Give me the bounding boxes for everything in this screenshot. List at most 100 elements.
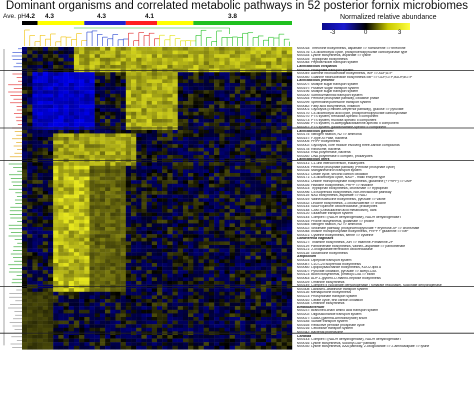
- heatmap-cell: [219, 86, 225, 91]
- heatmap-cell: [120, 277, 127, 282]
- heatmap-cell: [266, 93, 272, 98]
- heatmap-cell: [73, 194, 80, 199]
- heatmap-cell: [245, 205, 251, 210]
- heatmap-cell: [266, 180, 272, 184]
- heatmap-cell: [136, 72, 142, 76]
- heatmap-cell: [271, 302, 277, 307]
- heatmap-cell: [167, 101, 173, 105]
- heatmap-cell: [105, 212, 111, 217]
- heatmap-cell: [172, 248, 178, 253]
- heatmap-cell: [27, 176, 33, 181]
- heatmap-cell: [27, 191, 33, 195]
- heatmap-cell: [177, 47, 184, 51]
- heatmap-cell: [151, 320, 158, 325]
- heatmap-cell: [266, 302, 272, 307]
- heatmap-cell: [63, 155, 69, 159]
- heatmap-cell: [94, 79, 101, 84]
- heatmap-cell: [240, 252, 246, 256]
- heatmap-cell: [22, 57, 28, 62]
- heatmap-cell: [105, 86, 111, 91]
- heatmap-cell: [271, 198, 277, 202]
- heatmap-cell: [177, 165, 184, 170]
- heatmap-cell: [105, 169, 111, 174]
- heatmap-cell: [219, 129, 225, 134]
- heatmap-cell: [271, 108, 277, 112]
- heatmap-cell: [214, 194, 220, 199]
- heatmap-cell: [188, 162, 194, 166]
- heatmap-cell: [22, 54, 28, 58]
- heatmap-cell: [224, 252, 230, 256]
- heatmap-cell: [240, 50, 246, 55]
- heatmap-cell: [47, 209, 54, 213]
- heatmap-cell: [63, 345, 69, 350]
- heatmap-cell: [37, 198, 43, 202]
- heatmap-cell: [177, 324, 184, 328]
- heatmap-cell: [224, 194, 230, 199]
- heatmap-cell: [53, 162, 59, 166]
- heatmap-cell: [99, 75, 106, 80]
- heatmap-cell: [276, 187, 282, 192]
- heatmap-cell: [73, 291, 80, 296]
- heatmap-cell: [84, 129, 90, 134]
- heatmap-cell: [177, 54, 184, 58]
- heatmap-cell: [260, 47, 267, 51]
- heatmap-cell: [115, 313, 121, 318]
- heatmap-cell: [68, 327, 75, 332]
- heatmap-cell: [198, 248, 204, 253]
- heatmap-cell: [125, 263, 132, 267]
- heatmap-cell: [245, 266, 251, 271]
- heatmap-cell: [27, 227, 33, 231]
- heatmap-cell: [182, 144, 189, 148]
- heatmap-cell: [276, 306, 282, 310]
- heatmap-cell: [22, 241, 28, 246]
- heatmap-cell: [271, 75, 277, 80]
- heatmap-cell: [37, 57, 43, 62]
- heatmap-cell: [105, 259, 111, 264]
- heatmap-cell: [172, 288, 178, 292]
- heatmap-cell: [266, 191, 272, 195]
- heatmap-cell: [188, 288, 194, 292]
- heatmap-cell: [141, 219, 147, 224]
- heatmap-cell: [188, 144, 194, 148]
- heatmap-cell: [240, 111, 246, 116]
- heatmap-cell: [286, 140, 293, 145]
- heatmap-cell: [73, 144, 80, 148]
- heatmap-cell: [172, 75, 178, 80]
- heatmap-cell: [240, 263, 246, 267]
- heatmap-cell: [162, 97, 168, 102]
- heatmap-cell: [136, 320, 142, 325]
- heatmap-cell: [162, 86, 168, 91]
- heatmap-cell: [27, 72, 33, 76]
- heatmap-cell: [276, 219, 282, 224]
- heatmap-cell: [276, 47, 282, 51]
- heatmap-cell: [240, 83, 246, 87]
- heatmap-cell: [63, 335, 69, 339]
- pathway-label: M00237: Branched-chain amino acid transp…: [297, 309, 379, 313]
- heatmap-cell: [167, 187, 173, 192]
- heatmap-cell: [68, 273, 75, 278]
- heatmap-cell: [151, 219, 158, 224]
- heatmap-cell: [53, 140, 59, 145]
- heatmap-cell: [157, 111, 163, 116]
- heatmap-cell: [193, 155, 199, 159]
- heatmap-cell: [255, 201, 262, 206]
- heatmap-cell: [79, 61, 85, 66]
- heatmap-cell: [224, 101, 230, 105]
- heatmap-cell: [115, 241, 121, 246]
- heatmap-cell: [22, 223, 28, 228]
- heatmap-cell: [203, 342, 210, 346]
- heatmap-cell: [22, 281, 28, 285]
- heatmap-cell: [73, 147, 80, 152]
- heatmap-cell: [157, 75, 163, 80]
- heatmap-cell: [219, 111, 225, 116]
- heatmap-cell: [79, 201, 85, 206]
- heatmap-cell: [37, 86, 43, 91]
- heatmap-cell: [172, 61, 178, 66]
- heatmap-cell: [224, 295, 230, 300]
- heatmap-cell: [260, 306, 267, 310]
- heatmap-cell: [286, 79, 293, 84]
- heatmap-cell: [250, 237, 256, 242]
- heatmap-cell: [188, 104, 194, 109]
- heatmap-cell: [214, 97, 220, 102]
- heatmap-cell: [245, 302, 251, 307]
